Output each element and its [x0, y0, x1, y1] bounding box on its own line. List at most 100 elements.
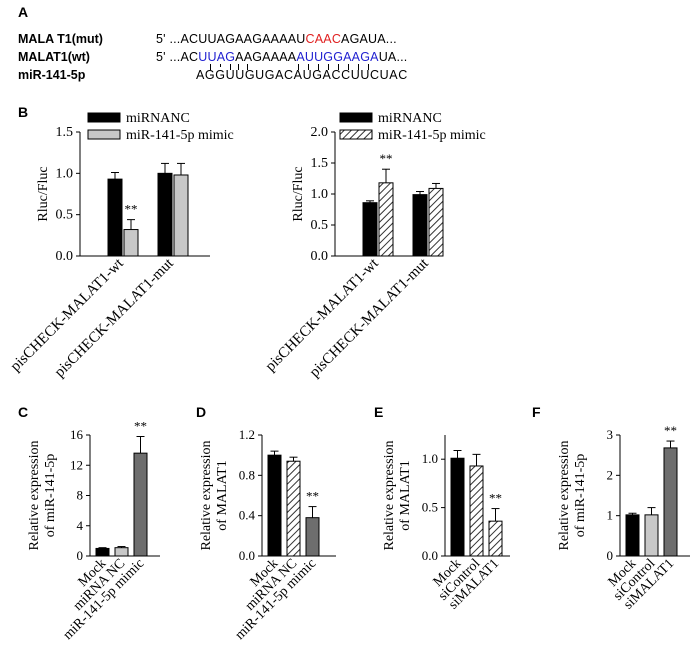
- seq-wt-segment: A...: [387, 50, 408, 64]
- seq-label-mirna: miR-141-5p: [18, 68, 86, 82]
- bar: [157, 172, 173, 257]
- significance-label: **: [134, 419, 147, 434]
- y-tick-label: 0.0: [239, 548, 255, 563]
- y-tick-label: 4: [77, 518, 84, 533]
- y-tick-label: 0.5: [56, 208, 74, 223]
- prime-mut: 5': [156, 32, 166, 46]
- y-axis-title-line1: Relative expression: [382, 440, 397, 550]
- legend-label: miR-141-5p mimic: [126, 128, 234, 143]
- y-axis-title-line2: of MALAT1: [398, 460, 413, 530]
- bar: [133, 452, 148, 557]
- panel-letter-a: A: [18, 4, 29, 20]
- y-axis-title-line1: Relative expression: [199, 440, 214, 550]
- seq-label-mut: MALA T1(mut): [18, 32, 103, 46]
- legend-label: miRNANC: [378, 111, 442, 126]
- seq-mirna: AGGUUGUGACAUGACCUUCUAC: [196, 68, 408, 82]
- significance-label: **: [125, 202, 138, 217]
- seq-wt-segment: AUUGGAAGA: [296, 50, 379, 64]
- y-axis-title-line2: of miR-141-5p: [573, 454, 588, 538]
- y-axis-title-line1: Relative expression: [27, 440, 42, 550]
- y-tick-label: 0: [77, 548, 84, 563]
- y-tick-label: 1.0: [311, 187, 329, 202]
- bar: [267, 454, 282, 557]
- significance-label: **: [380, 151, 393, 166]
- y-tick-label: 0.0: [311, 249, 329, 264]
- seq-mut: 5' ...ACUUAGAAGAAAAUCAACAGAUA...: [156, 32, 397, 46]
- bar: [95, 547, 110, 557]
- y-tick-label: 1.0: [422, 451, 438, 466]
- bar: [286, 460, 301, 557]
- y-tick-label: 1.0: [56, 166, 74, 181]
- bar: [663, 447, 678, 557]
- y-tick-label: 0: [607, 548, 614, 563]
- y-tick-label: 0.0: [56, 249, 74, 264]
- panel-letter-b: B: [18, 104, 29, 120]
- bar: [173, 174, 189, 257]
- y-tick-label: 0.8: [239, 467, 255, 482]
- prime-wt: 5': [156, 50, 166, 64]
- bar: [305, 517, 320, 557]
- y-tick-label: 2: [607, 467, 614, 482]
- seq-mut-pre: ...ACUUAGAAGAAAAU: [169, 32, 306, 46]
- significance-label: **: [489, 491, 502, 506]
- bar: [644, 514, 659, 557]
- significance-label: **: [306, 489, 319, 504]
- panel-letter-e: E: [374, 404, 384, 420]
- y-axis-title-line2: of MALAT1: [215, 460, 230, 530]
- bar: [428, 187, 444, 257]
- bar: [450, 457, 465, 557]
- seq-wt-segment: U: [378, 50, 388, 64]
- bar: [114, 547, 129, 557]
- base-pair-tick: [318, 64, 319, 70]
- panel-letter-c: C: [18, 404, 29, 420]
- legend-label: miR-141-5p mimic: [378, 128, 486, 143]
- base-pair-tick: [338, 64, 339, 70]
- y-tick-label: 2.0: [311, 125, 329, 140]
- base-pair-tick: [247, 64, 248, 70]
- bar: [469, 465, 484, 557]
- y-tick-label: 1.5: [311, 156, 329, 171]
- panel-letter-d: D: [196, 404, 207, 420]
- base-pair-tick: [220, 64, 221, 67]
- base-pair-tick: [368, 64, 369, 70]
- y-tick-label: 1: [607, 508, 614, 523]
- base-pair-tick: [358, 64, 359, 70]
- y-tick-label: 1.2: [239, 427, 255, 442]
- y-tick-label: 16: [70, 427, 84, 442]
- y-axis-title: Rluc/Fluc: [291, 166, 306, 221]
- seq-mut-post: AGAUA...: [341, 32, 397, 46]
- seq-wt-segment: ...AC: [169, 50, 199, 64]
- bar: [488, 520, 503, 557]
- bar: [378, 182, 394, 257]
- legend-swatch: [339, 129, 373, 140]
- base-pair-tick: [210, 64, 211, 70]
- seq-wt-segment: UUAG: [198, 50, 236, 64]
- y-axis-title-line2: of miR-141-5p: [43, 454, 58, 538]
- base-pair-tick: [308, 64, 309, 70]
- base-pair-tick: [238, 64, 239, 70]
- seq-wt: 5' ...ACUUAGAAGAAAAAUUGGAAGAUA...: [156, 50, 407, 64]
- y-tick-label: 1.5: [56, 125, 74, 140]
- legend-label: miRNANC: [126, 111, 190, 126]
- y-tick-label: 0.5: [311, 218, 329, 233]
- y-tick-label: 0.4: [239, 508, 256, 523]
- bar: [123, 229, 139, 257]
- y-tick-label: 0.0: [422, 548, 438, 563]
- seq-label-wt: MALAT1(wt): [18, 50, 90, 64]
- bar: [362, 202, 378, 257]
- y-tick-label: 12: [70, 457, 83, 472]
- y-axis-title-line1: Relative expression: [557, 440, 572, 550]
- seq-wt-segment: AA: [235, 50, 253, 64]
- legend-swatch: [87, 129, 121, 140]
- seq-wt-segment: GAAAA: [252, 50, 297, 64]
- legend-swatch: [339, 112, 373, 123]
- bar: [412, 194, 428, 257]
- base-pair-tick: [230, 64, 231, 70]
- bar: [625, 514, 640, 557]
- y-tick-label: 3: [607, 427, 614, 442]
- base-pair-tick: [348, 64, 349, 70]
- y-tick-label: 0.5: [422, 500, 438, 515]
- legend-swatch: [87, 112, 121, 123]
- y-axis-title: Rluc/Fluc: [36, 166, 51, 221]
